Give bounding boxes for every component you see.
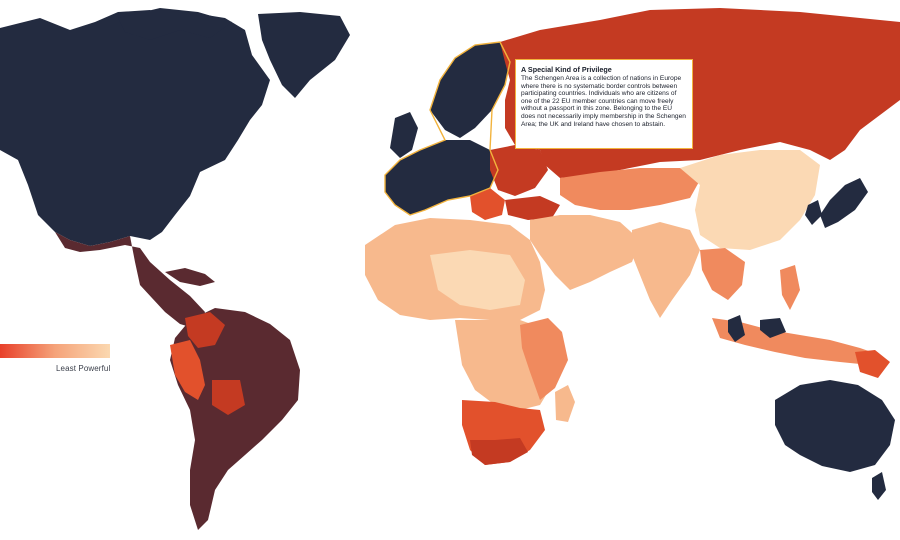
region-canada-usa [0,10,270,246]
region-borneo-east [760,318,786,338]
region-south-america [170,308,300,530]
region-bolivia [212,380,245,415]
region-png [855,350,890,378]
region-turkey [505,196,560,220]
region-madagascar [555,385,575,422]
region-indonesia [712,318,880,365]
region-andes-west [170,340,205,400]
region-china-mongolia [680,150,820,250]
region-south-africa [470,438,528,465]
region-uk [390,112,418,158]
legend-label-least-powerful: Least Powerful [56,364,111,373]
region-korea [805,200,822,225]
region-australia [775,380,895,472]
region-balkans [470,188,505,220]
region-eastern-europe [490,145,548,196]
callout-title: A Special Kind of Privilege [521,65,612,74]
region-southeast-asia [700,248,745,300]
region-east-africa [520,318,568,400]
region-mexico-central-america [55,232,205,330]
schengen-area-outline [384,41,511,216]
region-western-europe [385,140,498,215]
legend-gradient-bar [0,344,110,358]
region-philippines [780,265,800,310]
region-caribbean [165,268,215,286]
region-japan [820,178,868,228]
region-new-zealand [872,472,886,500]
region-malaysia [728,315,745,342]
region-india [632,222,700,318]
region-middle-east [530,215,640,290]
region-sahel [430,250,525,310]
region-greenland [258,12,350,98]
region-scandinavia [430,42,510,138]
callout-body: The Schengen Area is a collection of nat… [521,75,686,128]
region-colombia [185,312,225,348]
region-arctic-islands [118,8,232,40]
schengen-callout: A Special Kind of Privilege The Schengen… [515,59,693,149]
region-central-asia [560,168,700,210]
